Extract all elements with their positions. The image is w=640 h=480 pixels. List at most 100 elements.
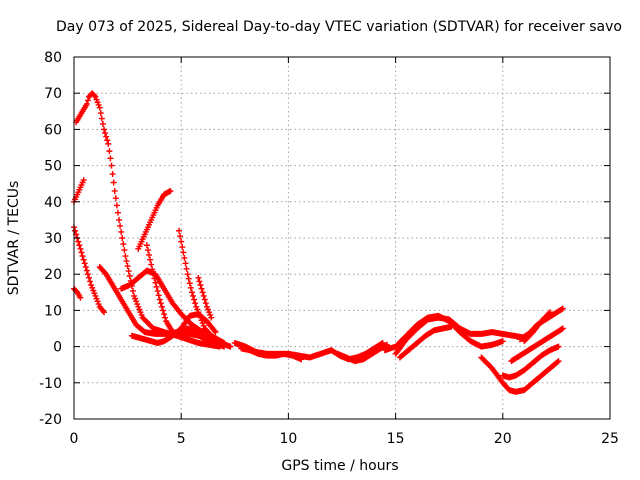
data-point bbox=[102, 130, 109, 137]
y-axis-label: SDTVAR / TECUs bbox=[6, 181, 22, 296]
data-point bbox=[120, 241, 127, 248]
data-point bbox=[87, 278, 94, 285]
data-point bbox=[146, 251, 153, 258]
y-tick-label: 50 bbox=[44, 159, 62, 175]
data-point bbox=[197, 314, 204, 321]
y-tick-label: 80 bbox=[44, 50, 62, 66]
series-arc-10 bbox=[176, 227, 228, 346]
data-point bbox=[185, 275, 192, 282]
series-arc-13 bbox=[238, 345, 305, 363]
grid bbox=[74, 57, 610, 419]
y-axis-ticks: -20 -10 0 10 20 30 40 50 60 70 80 bbox=[39, 50, 610, 428]
data-point bbox=[132, 295, 139, 302]
data-point bbox=[167, 187, 174, 194]
data-point bbox=[83, 101, 90, 108]
data-point bbox=[195, 309, 202, 316]
data-point bbox=[555, 343, 562, 350]
series-arc-17 bbox=[392, 314, 528, 357]
data-point bbox=[155, 292, 162, 299]
x-axis-ticks: 0 5 10 15 20 25 bbox=[70, 57, 619, 447]
data-point bbox=[77, 294, 84, 301]
y-tick-label: 10 bbox=[44, 303, 62, 319]
data-point bbox=[193, 303, 200, 310]
data-point bbox=[158, 303, 165, 310]
data-point bbox=[187, 284, 194, 291]
series-arc-11 bbox=[195, 274, 215, 321]
data-point bbox=[83, 267, 90, 274]
data-point bbox=[198, 317, 205, 324]
data-point bbox=[99, 120, 106, 127]
data-point bbox=[129, 287, 136, 294]
data-point bbox=[92, 292, 99, 299]
data-point bbox=[177, 233, 184, 240]
data-point bbox=[180, 249, 187, 256]
data-point bbox=[153, 283, 160, 290]
data-point bbox=[152, 279, 159, 286]
data-point bbox=[93, 96, 100, 103]
data-point bbox=[182, 260, 189, 267]
data-point bbox=[97, 110, 104, 117]
x-tick-label: 10 bbox=[279, 431, 297, 447]
x-tick-label: 5 bbox=[177, 431, 186, 447]
data-point bbox=[208, 314, 215, 321]
data-point bbox=[112, 195, 119, 202]
data-point bbox=[159, 307, 166, 314]
data-point bbox=[186, 280, 193, 287]
data-point bbox=[191, 296, 198, 303]
series-arc-2 bbox=[71, 177, 87, 205]
data-point bbox=[559, 305, 566, 312]
data-point bbox=[144, 247, 151, 254]
data-point bbox=[107, 155, 114, 162]
data-point bbox=[176, 227, 183, 234]
y-tick-label: 70 bbox=[44, 86, 62, 102]
data-point bbox=[157, 300, 164, 307]
data-point bbox=[206, 309, 213, 316]
data-point bbox=[113, 202, 120, 209]
series-arc-23 bbox=[521, 309, 553, 345]
data-point bbox=[203, 303, 210, 310]
data-point bbox=[183, 265, 190, 272]
chart-title: Day 073 of 2025, Sidereal Day-to-day VTE… bbox=[56, 19, 622, 35]
data-point bbox=[84, 271, 91, 278]
data-point bbox=[212, 329, 219, 336]
x-axis-label: GPS time / hours bbox=[281, 458, 398, 474]
data-point bbox=[82, 263, 89, 270]
data-point bbox=[95, 101, 102, 108]
series-arc-19 bbox=[478, 354, 562, 395]
data-point bbox=[201, 296, 208, 303]
y-tick-label: -10 bbox=[39, 376, 62, 392]
data-point bbox=[199, 289, 206, 296]
y-tick-label: 40 bbox=[44, 195, 62, 211]
data-point bbox=[298, 356, 305, 363]
data-point bbox=[101, 309, 108, 316]
series-arc-7 bbox=[135, 187, 174, 252]
data-point bbox=[138, 311, 145, 318]
data-point bbox=[98, 115, 105, 122]
data-point bbox=[162, 314, 169, 321]
data-point bbox=[105, 140, 112, 147]
data-point bbox=[200, 292, 207, 299]
data-point bbox=[448, 323, 455, 330]
data-point bbox=[135, 303, 142, 310]
data-point bbox=[192, 300, 199, 307]
data-point bbox=[78, 249, 85, 256]
data-point bbox=[126, 273, 133, 280]
data-point bbox=[198, 285, 205, 292]
data-point bbox=[227, 343, 234, 350]
data-point bbox=[72, 227, 79, 234]
x-tick-label: 0 bbox=[70, 431, 79, 447]
data-point bbox=[196, 278, 203, 285]
data-point bbox=[179, 244, 186, 251]
series-arc-18 bbox=[396, 323, 455, 361]
data-point bbox=[124, 263, 131, 270]
data-point bbox=[195, 274, 202, 281]
data-point bbox=[92, 93, 99, 100]
data-point bbox=[121, 247, 128, 254]
x-tick-label: 15 bbox=[387, 431, 405, 447]
data-point bbox=[151, 275, 158, 282]
data-point bbox=[123, 258, 130, 265]
x-tick-label: 20 bbox=[494, 431, 512, 447]
series-arc-21 bbox=[508, 325, 566, 365]
data-point bbox=[84, 97, 91, 104]
data-point bbox=[102, 269, 109, 276]
